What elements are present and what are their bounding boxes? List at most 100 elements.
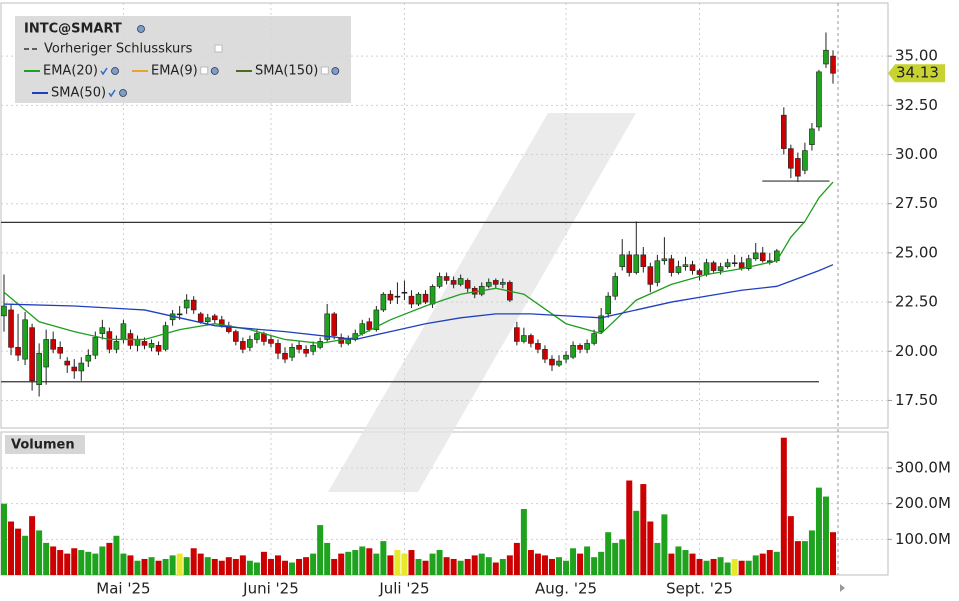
candle-body (204, 317, 211, 323)
volume-bar (211, 558, 218, 575)
candle-body (401, 291, 408, 294)
volume-bar (556, 557, 563, 575)
volume-bar (148, 557, 155, 575)
y-tick-label: 27.50 (895, 194, 938, 212)
candle-body (324, 313, 330, 340)
candle-body (422, 293, 429, 303)
volume-bar (345, 551, 352, 575)
x-tick-label: Juni '25 (242, 580, 299, 598)
volume-bar (64, 553, 71, 575)
volume-bar (317, 525, 324, 575)
candle-body (661, 258, 668, 262)
volume-label-box (5, 435, 85, 454)
candle-body (492, 280, 499, 285)
volume-bar (822, 496, 829, 575)
volume-bar (366, 548, 373, 575)
volume-bar (176, 553, 183, 575)
volume-tick-label: 100.0M (895, 530, 951, 548)
volume-bar (57, 550, 64, 575)
volume-bar (640, 484, 647, 575)
candle-body (78, 362, 85, 372)
volume-tick-label: 200.0M (895, 494, 951, 512)
candle-body (429, 286, 436, 305)
volume-bar (548, 558, 555, 575)
x-tick-label: Aug. '25 (535, 580, 597, 598)
volume-bar (50, 546, 57, 575)
candle-body (570, 345, 576, 358)
volume-bar (598, 551, 605, 575)
volume-bar (190, 548, 197, 575)
volume-bar (246, 560, 253, 575)
candle-body (647, 266, 654, 285)
volume-bar (534, 553, 541, 575)
volume-bar (541, 555, 548, 575)
candle-body (682, 264, 689, 267)
legend-label: SMA(150) (255, 64, 318, 79)
volume-bar (675, 546, 682, 575)
indicator-line (3, 181, 834, 345)
candle-body (717, 266, 724, 271)
candle-body (1, 305, 7, 317)
legend-check (100, 67, 108, 76)
candle-body (549, 358, 555, 366)
candle-body (485, 282, 492, 287)
volume-bar (520, 509, 527, 575)
candle-body (64, 360, 71, 366)
legend-checkbox (200, 66, 209, 75)
candle-body (542, 348, 548, 360)
legend-box (15, 16, 351, 103)
prev-close-checkbox (214, 44, 223, 53)
candle-body (162, 325, 169, 350)
candle-body (303, 348, 309, 354)
candle-body (29, 327, 35, 382)
volume-bar (204, 557, 211, 575)
volume-bar (183, 557, 190, 575)
candle-body (443, 276, 450, 281)
volume-bar (422, 560, 429, 575)
volume-bar (471, 555, 478, 575)
candle-body (331, 313, 337, 336)
indicator-line (3, 264, 834, 341)
volume-bar (380, 541, 387, 575)
candle-body (788, 148, 794, 169)
candle-body (8, 309, 14, 348)
candle-body (415, 293, 422, 305)
candle-body (830, 55, 836, 74)
volume-bar (436, 550, 443, 575)
volume-bar (296, 558, 303, 575)
candle-body (668, 258, 675, 273)
volume-bar (647, 521, 654, 575)
volume-bar (612, 542, 619, 575)
candle-body (359, 323, 366, 334)
candle-body (183, 299, 190, 309)
volume-bar (408, 550, 415, 575)
volume-bar (36, 530, 43, 575)
volume-bar (401, 553, 408, 575)
volume-bar (703, 560, 710, 575)
volume-bar (577, 553, 584, 575)
candle-body (598, 315, 604, 332)
y-tick-label: 22.50 (895, 293, 938, 311)
last-price-label: 34.13 (896, 64, 939, 82)
volume-bar (373, 553, 380, 575)
candle-body (268, 339, 274, 344)
candle-body (577, 345, 583, 350)
candle-body (759, 252, 766, 262)
volume-bar (71, 548, 78, 575)
volume-bar (359, 546, 366, 575)
volume-bar (605, 532, 612, 575)
prev-close-label: Vorheriger Schlusskurs (44, 42, 193, 57)
volume-bar (591, 557, 598, 575)
y-tick-label: 25.00 (895, 243, 938, 261)
volume-bar (633, 510, 640, 575)
volume-bar (830, 532, 836, 575)
legend-settings-icon (119, 89, 127, 97)
candle-body (436, 276, 443, 287)
candle-body (141, 341, 148, 346)
volume-bar (352, 550, 359, 575)
legend-label: EMA(9) (151, 64, 198, 79)
x-tick-label: Sept. '25 (666, 580, 733, 598)
candle-body (773, 250, 780, 262)
candle-body (134, 339, 141, 346)
